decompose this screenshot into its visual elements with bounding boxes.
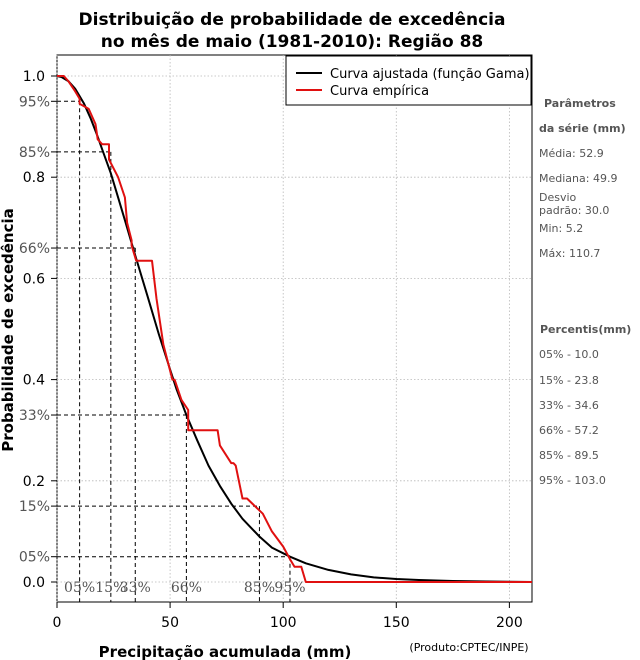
credit-text: (Produto:CPTEC/INPE) xyxy=(409,641,528,654)
y-tick-label-0-2: 0.2 xyxy=(23,474,45,490)
x-axis-label: Precipitação acumulada (mm) xyxy=(99,643,352,660)
y-tick-label-0-4: 0.4 xyxy=(23,373,45,389)
percentile-05: 05% - 10.0 xyxy=(539,348,599,361)
series-group xyxy=(56,75,533,583)
percentile-x-label-95: 95% xyxy=(274,580,305,596)
empirical-curve xyxy=(57,75,532,583)
stats-max: Máx: 110.7 xyxy=(539,247,600,260)
stats-median: Mediana: 49.9 xyxy=(539,172,617,185)
y-tick-label-0: 0.0 xyxy=(23,575,45,591)
stats-mean: Média: 52.9 xyxy=(539,147,604,160)
percentile-66: 66% - 57.2 xyxy=(539,424,599,437)
legend-box xyxy=(285,55,532,106)
percentile-x-label-33: 33% xyxy=(120,580,151,596)
percentile-x-label-05: 05% xyxy=(64,580,95,596)
prob-tick-label-66: 66% xyxy=(19,241,50,257)
y-tick-label-1: 1.0 xyxy=(23,69,45,85)
plot-area xyxy=(56,54,533,603)
stats-panel: Parâmetros da série (mm) Média: 52.9 Med… xyxy=(539,97,631,487)
prob-tick-label-85: 85% xyxy=(19,145,50,161)
x-tick-label-0: 0 xyxy=(53,615,62,631)
chart-title-line-1: Distribuição de probabilidade de excedên… xyxy=(79,10,506,30)
percentile-15: 15% - 23.8 xyxy=(539,374,599,387)
x-axis-ticks: 0 50 100 150 200 xyxy=(53,602,523,631)
y-axis-label: Probabilidade de excedência xyxy=(0,208,17,452)
y-axis-ticks: 1.0 0.8 0.6 0.4 0.2 0.0 95% 85% 66% 33% 15% 05% xyxy=(19,69,57,591)
stats-std-line-2: padrão: 30.0 xyxy=(539,204,609,217)
fitted-gamma-curve xyxy=(56,75,533,583)
chart-title-line-2: no mês de maio (1981-2010): Região 88 xyxy=(101,32,484,52)
percentile-guides: 05% 15%33% 66% 85% 95% xyxy=(57,100,306,602)
prob-tick-label-33: 33% xyxy=(19,408,50,424)
x-tick-label-100: 100 xyxy=(270,615,297,631)
percentile-x-label-15: 15% xyxy=(95,580,126,596)
percentile-x-label-85: 85% xyxy=(244,580,275,596)
stats-heading-1: Parâmetros xyxy=(544,97,616,110)
percentile-33: 33% - 34.6 xyxy=(539,399,599,412)
prob-tick-label-05: 05% xyxy=(19,550,50,566)
y-tick-label-0-6: 0.6 xyxy=(23,271,45,287)
prob-tick-label-15: 15% xyxy=(19,499,50,515)
legend-label-empirical: Curva empírica xyxy=(330,84,429,99)
y-tick-label-0-8: 0.8 xyxy=(23,170,45,186)
percentile-95: 95% - 103.0 xyxy=(539,474,606,487)
legend: Curva ajustada (função Gama) Curva empír… xyxy=(285,55,532,106)
stats-heading-2: da série (mm) xyxy=(539,122,626,135)
x-tick-label-150: 150 xyxy=(383,615,410,631)
legend-label-fitted: Curva ajustada (função Gama) xyxy=(330,67,530,82)
x-tick-label-200: 200 xyxy=(496,615,523,631)
stats-std-line-1: Desvio xyxy=(539,191,577,204)
percentiles-heading: Percentis(mm) xyxy=(540,323,631,336)
percentile-x-label-66: 66% xyxy=(171,580,202,596)
stats-min: Min: 5.2 xyxy=(539,222,583,235)
percentile-85: 85% - 89.5 xyxy=(539,449,599,462)
prob-tick-label-95: 95% xyxy=(19,94,50,110)
x-tick-label-50: 50 xyxy=(161,615,179,631)
